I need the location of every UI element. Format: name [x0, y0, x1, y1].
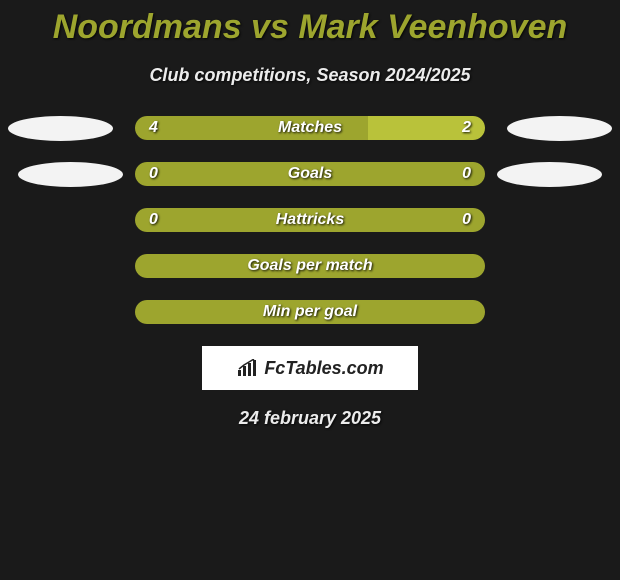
- stat-row: 00Hattricks: [0, 208, 620, 232]
- stat-label: Goals per match: [135, 254, 485, 278]
- stats-rows: 42Matches 00Goals 00Hattricks Goals per mat…: [0, 116, 620, 324]
- stat-bar: 00Hattricks: [135, 208, 485, 232]
- stat-row: Goals per match: [0, 254, 620, 278]
- stat-bar: 42Matches: [135, 116, 485, 140]
- stat-bar: Goals per match: [135, 254, 485, 278]
- stat-label: Hattricks: [135, 208, 485, 232]
- source-badge: FcTables.com: [202, 346, 418, 390]
- page-subtitle: Club competitions, Season 2024/2025: [0, 65, 620, 86]
- player1-ellipse: [18, 162, 123, 187]
- stat-label: Goals: [135, 162, 485, 186]
- player1-ellipse: [8, 116, 113, 141]
- stat-label: Min per goal: [135, 300, 485, 324]
- player2-ellipse: [507, 116, 612, 141]
- stat-row: Min per goal: [0, 300, 620, 324]
- chart-icon: [236, 359, 258, 377]
- date-text: 24 february 2025: [0, 408, 620, 429]
- stat-bar: Min per goal: [135, 300, 485, 324]
- stat-bar: 00Goals: [135, 162, 485, 186]
- badge-text: FcTables.com: [264, 358, 383, 379]
- stat-label: Matches: [135, 116, 485, 140]
- stat-row: 42Matches: [0, 116, 620, 140]
- stat-row: 00Goals: [0, 162, 620, 186]
- player2-ellipse: [497, 162, 602, 187]
- page-title: Noordmans vs Mark Veenhoven: [0, 0, 620, 47]
